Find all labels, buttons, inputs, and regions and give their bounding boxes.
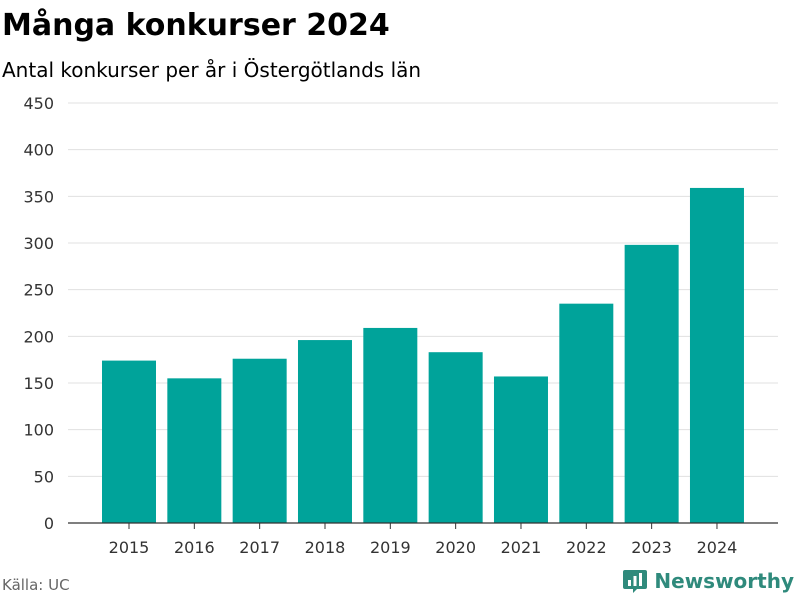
x-tick-label: 2017 xyxy=(239,538,280,557)
bar-2018 xyxy=(297,340,352,523)
y-tick-label: 200 xyxy=(23,327,54,346)
bar-2022 xyxy=(559,303,614,523)
bar-2020 xyxy=(428,352,483,523)
chart-title: Många konkurser 2024 xyxy=(2,8,390,43)
x-tick-label: 2020 xyxy=(435,538,476,557)
x-axis-ticks xyxy=(128,523,718,529)
bar-2016 xyxy=(167,378,222,523)
x-tick-label: 2022 xyxy=(566,538,607,557)
x-tick-label: 2023 xyxy=(631,538,672,557)
brand-logo: Newsworthy xyxy=(622,568,794,594)
y-tick-label: 400 xyxy=(23,141,54,160)
bar-2023 xyxy=(624,244,679,523)
x-tick-label: 2019 xyxy=(370,538,411,557)
y-axis-tick-labels: 0 50 100 150 200 250 300 350 400 450 xyxy=(23,94,54,533)
y-tick-label: 350 xyxy=(23,187,54,206)
x-tick-label: 2018 xyxy=(305,538,346,557)
chart-subtitle: Antal konkurser per år i Östergötlands l… xyxy=(2,58,422,82)
y-tick-label: 450 xyxy=(23,94,54,113)
bar-2021 xyxy=(493,376,548,523)
bars xyxy=(102,187,744,523)
y-tick-label: 250 xyxy=(23,281,54,300)
x-tick-label: 2016 xyxy=(174,538,215,557)
bar-2019 xyxy=(363,327,418,523)
y-tick-label: 150 xyxy=(23,374,54,393)
bar-2024 xyxy=(689,187,744,523)
bar-2017 xyxy=(232,358,287,523)
y-tick-label: 300 xyxy=(23,234,54,253)
x-tick-label: 2015 xyxy=(109,538,150,557)
bar-2015 xyxy=(102,360,156,523)
brand-name: Newsworthy xyxy=(654,569,794,593)
bar-chart-logo-icon xyxy=(623,570,648,593)
y-tick-label: 0 xyxy=(44,514,54,533)
y-tick-label: 50 xyxy=(34,467,54,486)
source-note: Källa: UC xyxy=(2,576,70,594)
x-axis-tick-labels: 2015 2016 2017 2018 2019 2020 2021 2022 2023 2024 xyxy=(109,538,738,557)
x-tick-label: 2021 xyxy=(501,538,542,557)
y-tick-label: 100 xyxy=(23,421,54,440)
x-tick-label: 2024 xyxy=(697,538,738,557)
